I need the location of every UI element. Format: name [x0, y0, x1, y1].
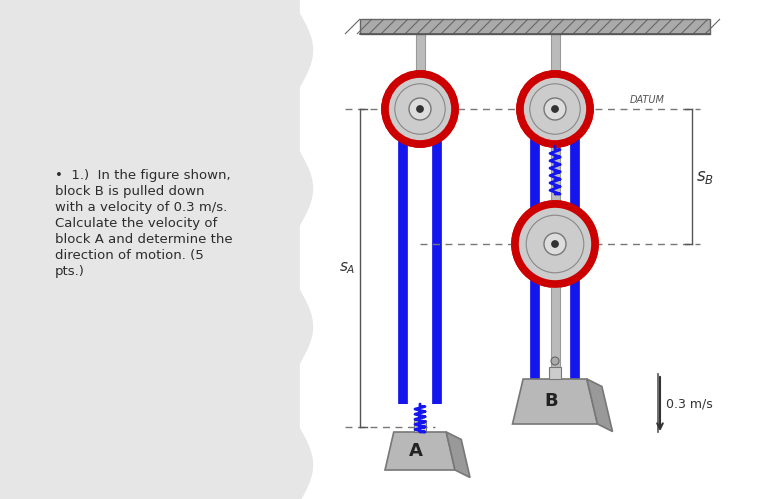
Text: B: B: [544, 393, 558, 411]
Text: A: A: [409, 442, 423, 460]
Text: 0.3 m/s: 0.3 m/s: [666, 398, 713, 411]
Circle shape: [552, 105, 559, 112]
Text: block A and determine the: block A and determine the: [55, 233, 233, 246]
Text: $s_B$: $s_B$: [696, 168, 714, 186]
Text: $s_A$: $s_A$: [338, 260, 355, 276]
Circle shape: [385, 74, 455, 144]
Text: direction of motion. (5: direction of motion. (5: [55, 249, 204, 262]
Bar: [551, 109, 560, 244]
Polygon shape: [446, 432, 470, 478]
Polygon shape: [587, 379, 613, 432]
Bar: [414, 420, 426, 432]
Bar: [551, 34, 560, 109]
Circle shape: [551, 357, 559, 365]
Circle shape: [520, 74, 590, 144]
Bar: [300, 0, 760, 499]
Text: Calculate the velocity of: Calculate the velocity of: [55, 217, 217, 230]
Circle shape: [544, 233, 566, 255]
Circle shape: [416, 105, 423, 112]
Text: block B is pulled down: block B is pulled down: [55, 185, 204, 198]
Circle shape: [544, 233, 566, 255]
Text: DATUM: DATUM: [630, 95, 665, 105]
Circle shape: [385, 74, 455, 144]
Circle shape: [409, 98, 431, 120]
Text: •  1.)  In the figure shown,: • 1.) In the figure shown,: [55, 169, 230, 182]
Bar: [416, 34, 425, 109]
Circle shape: [544, 98, 566, 120]
Text: pts.): pts.): [55, 265, 85, 278]
Circle shape: [409, 98, 431, 120]
Text: with a velocity of 0.3 m/s.: with a velocity of 0.3 m/s.: [55, 201, 227, 214]
Circle shape: [544, 98, 566, 120]
Bar: [360, 19, 710, 34]
Circle shape: [416, 105, 423, 112]
Circle shape: [515, 204, 595, 284]
Bar: [551, 286, 560, 367]
Circle shape: [552, 241, 559, 248]
Bar: [549, 367, 561, 379]
Circle shape: [515, 204, 595, 284]
Circle shape: [520, 74, 590, 144]
Circle shape: [552, 105, 559, 112]
Circle shape: [552, 241, 559, 248]
Polygon shape: [385, 432, 455, 470]
Polygon shape: [512, 379, 597, 424]
